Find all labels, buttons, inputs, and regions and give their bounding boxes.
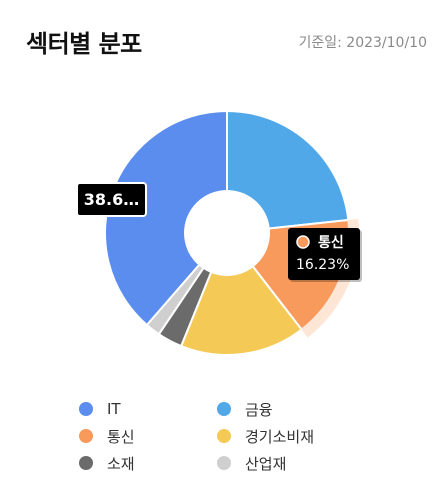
legend-item-it[interactable]: IT xyxy=(79,400,217,418)
data-label-it-box xyxy=(76,182,147,217)
legend-swatch-consumer-discretionary xyxy=(217,429,231,443)
legend-item-finance[interactable]: 금융 xyxy=(217,400,367,419)
donut-slice-1[interactable] xyxy=(226,109,350,235)
legend-label-industrials: 산업재 xyxy=(245,454,287,473)
legend-item-industrials[interactable]: 산업재 xyxy=(217,454,367,473)
page-title: 섹터별 분포 xyxy=(26,30,142,58)
legend-swatch-finance xyxy=(217,402,231,416)
legend-label-finance: 금융 xyxy=(245,400,273,419)
legend-swatch-materials xyxy=(79,456,93,470)
tooltip-swatch xyxy=(296,235,310,249)
legend: IT 금융 통신 경기소비재 소재 산업재 xyxy=(79,400,379,473)
data-label-it: 38.6… xyxy=(76,182,147,217)
reference-date: 기준일: 2023/10/10 xyxy=(298,35,428,51)
legend-swatch-it xyxy=(79,402,93,416)
legend-label-it: IT xyxy=(107,400,121,418)
legend-label-consumer-discretionary: 경기소비재 xyxy=(245,427,315,446)
donut-hole xyxy=(184,190,270,276)
legend-item-consumer-discretionary[interactable]: 경기소비재 xyxy=(217,427,367,446)
tooltip-category: 통신 xyxy=(318,235,344,251)
legend-swatch-industrials xyxy=(217,456,231,470)
legend-swatch-telecom xyxy=(79,429,93,443)
data-label-it-text: 38.6… xyxy=(84,190,139,209)
legend-item-telecom[interactable]: 통신 xyxy=(79,427,217,446)
tooltip-telecom: 통신 16.23% xyxy=(288,228,362,282)
legend-label-telecom: 통신 xyxy=(107,427,135,446)
donut-slice-3[interactable] xyxy=(179,231,303,356)
data-labels: 38.6… 통신 16.23% xyxy=(76,182,362,282)
legend-item-materials[interactable]: 소재 xyxy=(79,454,217,473)
legend-label-materials: 소재 xyxy=(107,454,135,473)
tooltip-value: 16.23% xyxy=(296,257,349,273)
